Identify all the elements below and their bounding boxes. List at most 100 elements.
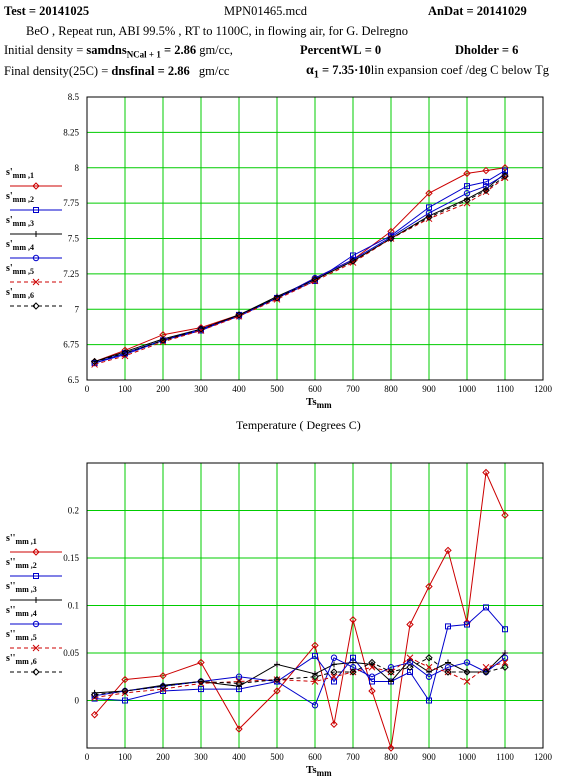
data-point <box>90 357 99 366</box>
data-point <box>501 659 509 666</box>
series-line-2 <box>94 606 506 702</box>
series-line-6 <box>94 175 506 363</box>
x-tick-label: 700 <box>346 752 360 762</box>
data-point <box>121 351 129 358</box>
percentwl-value: = 0 <box>364 43 382 57</box>
data-point <box>330 720 338 728</box>
data-point <box>445 623 451 630</box>
data-point <box>349 616 357 624</box>
data-point <box>406 620 414 629</box>
x-tick-label: 400 <box>232 752 246 762</box>
data-point <box>482 468 490 477</box>
legend-sub: mm ,1 <box>12 171 34 180</box>
legend-swatch <box>10 278 62 286</box>
legend-label: s'' <box>6 581 16 592</box>
chart-0: 0 100 200 300 400 500 600 700 800 900 1000 1100 1200… <box>63 92 552 394</box>
legend-label: s' <box>6 263 13 274</box>
final-density-label: Final density(25C) = <box>4 64 109 78</box>
legend-swatch <box>10 182 62 190</box>
data-point <box>331 678 337 685</box>
data-point <box>406 654 414 662</box>
data-point <box>197 325 205 333</box>
data-point <box>387 664 395 671</box>
data-point <box>483 604 489 611</box>
data-point <box>406 663 414 671</box>
legend-sub: mm ,2 <box>12 195 34 204</box>
series-line-3 <box>94 173 506 363</box>
alpha-sub: 1 <box>313 69 319 81</box>
legend-label: s'' <box>6 557 16 568</box>
legend-item: s''mm ,6 <box>6 654 66 677</box>
data-point <box>444 664 452 671</box>
data-point <box>91 695 98 702</box>
data-point <box>122 697 128 704</box>
data-point <box>368 663 376 671</box>
series-line-2 <box>94 170 506 364</box>
legend-marker <box>33 597 39 603</box>
legend-item: s'mm ,3 <box>6 216 66 239</box>
x-tick-label: 400 <box>232 384 246 394</box>
legend-marker <box>33 573 39 579</box>
y-tick-label: 0.2 <box>68 506 79 516</box>
data-point <box>311 275 319 284</box>
plot-frame <box>86 462 544 749</box>
y-tick-label: 8 <box>75 163 80 173</box>
data-point <box>425 673 433 680</box>
legend-swatch <box>10 597 62 603</box>
test-label: Test <box>4 4 26 18</box>
legend-swatch <box>10 231 62 237</box>
data-point <box>482 186 490 195</box>
data-point <box>159 672 167 680</box>
data-point <box>444 546 452 555</box>
data-point <box>121 349 129 357</box>
description: BeO , Repeat run, ABI 99.5% , RT to 1100… <box>26 24 409 38</box>
data-point <box>311 678 319 685</box>
series-4 <box>91 171 509 367</box>
data-point <box>388 678 394 685</box>
data-point <box>349 664 357 671</box>
dholder-value: = 6 <box>501 43 519 57</box>
data-point <box>312 652 318 659</box>
data-point <box>349 668 357 676</box>
andat-label: AnDat <box>428 4 464 18</box>
data-point <box>501 511 509 519</box>
legend-item: s''mm ,4 <box>6 606 66 629</box>
y-tick-label: 7 <box>75 304 80 314</box>
legend-marker <box>33 231 39 237</box>
data-point <box>387 234 395 243</box>
legend-swatch <box>10 548 62 556</box>
legend-sub: mm ,2 <box>15 561 37 570</box>
legend-sub: mm ,6 <box>15 657 37 666</box>
initial-density-expr: samdns <box>86 43 127 57</box>
data-point <box>425 213 433 221</box>
initial-density-label: Initial density = <box>4 43 84 57</box>
data-point <box>501 654 509 661</box>
alpha-desc: lin expansion coef /deg C below Tg <box>370 63 549 77</box>
x-tick-label: 1000 <box>458 752 477 762</box>
dholder-label: Dholder <box>455 43 499 57</box>
data-point <box>425 582 433 591</box>
data-point <box>425 654 433 662</box>
legend-marker <box>32 548 40 556</box>
data-point <box>463 668 471 676</box>
data-point <box>273 675 281 684</box>
legend-swatch <box>10 620 62 628</box>
legend-sub: mm ,1 <box>15 537 37 546</box>
y-tick-label: 8.25 <box>63 127 79 137</box>
data-point <box>387 668 395 676</box>
data-point <box>463 678 471 685</box>
data-point <box>159 336 167 345</box>
legend-item: s'mm ,6 <box>6 288 66 311</box>
series-2 <box>91 167 508 367</box>
data-point <box>425 209 433 217</box>
legend-marker <box>32 278 40 286</box>
data-point <box>311 673 319 681</box>
percentwl-label: PercentWL <box>300 43 362 57</box>
y-tick-label: 7.25 <box>63 269 79 279</box>
chart-1: 0 100 200 300 400 500 600 700 800 900 1000 1100 1200… <box>63 462 553 762</box>
x-tick-label: 0 <box>85 384 90 394</box>
legend-item: s'mm ,2 <box>6 192 66 215</box>
initial-density-sub: NCal + 1 <box>126 49 161 60</box>
data-point <box>121 687 129 695</box>
legend-marker <box>32 620 40 628</box>
